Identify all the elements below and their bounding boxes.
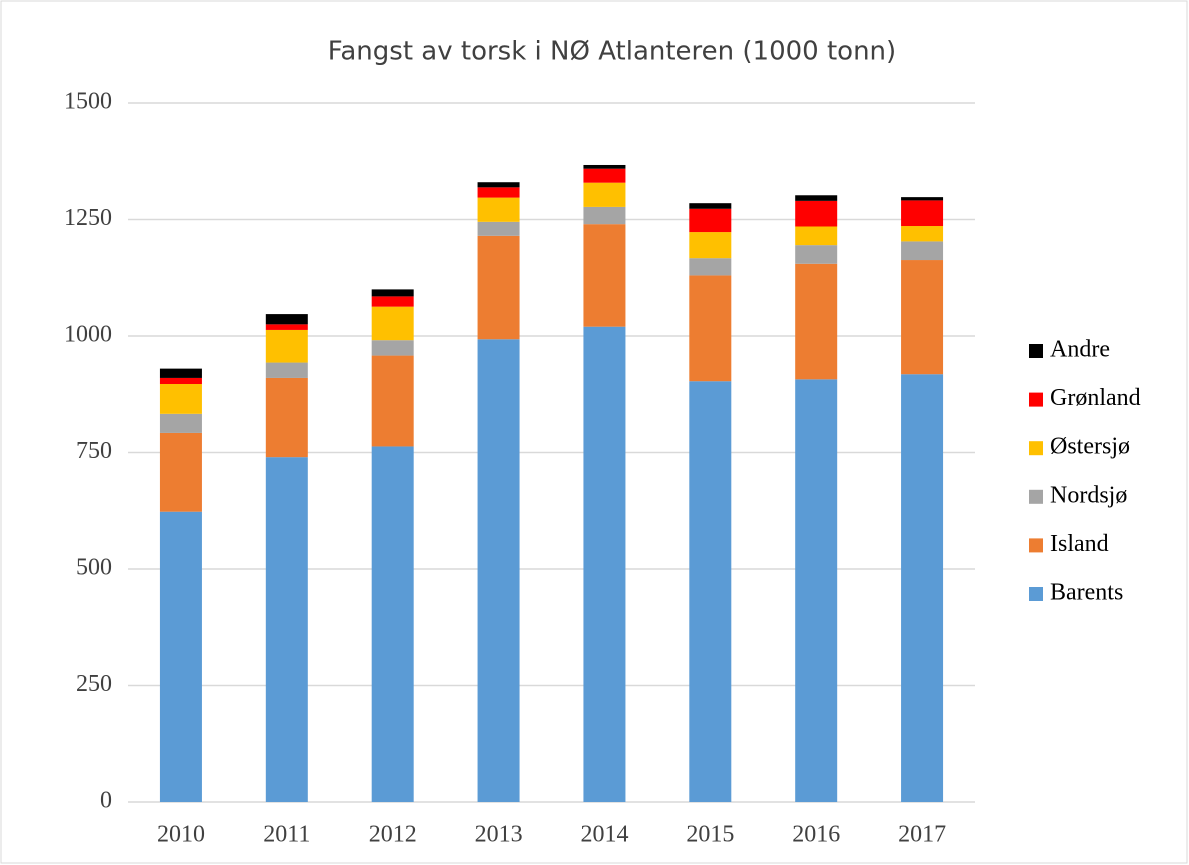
bar-segment xyxy=(901,200,944,227)
bar-segment xyxy=(689,275,732,382)
bar-segment xyxy=(689,258,732,276)
bar-segment xyxy=(689,208,732,233)
x-tick-label: 2014 xyxy=(580,822,628,848)
x-tick-label: 2010 xyxy=(157,822,205,848)
bar-segment xyxy=(477,197,520,222)
bar-segment xyxy=(265,362,308,378)
bar-segment xyxy=(689,232,732,259)
bar-segment xyxy=(795,226,838,246)
legend-label: Andre xyxy=(1050,337,1110,363)
bar-segment xyxy=(371,289,414,297)
bar-segment xyxy=(901,241,944,261)
bar-segment xyxy=(371,340,414,356)
legend-label: Østersjø xyxy=(1050,434,1130,460)
x-tick-label: 2015 xyxy=(686,822,734,848)
bar-segment xyxy=(901,226,944,242)
bar-segment xyxy=(477,187,520,198)
x-tick-label: 2011 xyxy=(263,822,310,848)
bar-segment xyxy=(265,457,308,802)
bar-segment xyxy=(477,221,520,236)
legend-swatch xyxy=(1029,392,1043,407)
bar-segment xyxy=(371,306,414,341)
legend-swatch xyxy=(1029,344,1043,358)
legend-label: Nordsjø xyxy=(1050,482,1127,508)
legend-swatch xyxy=(1029,441,1043,456)
legend-swatch xyxy=(1029,538,1043,553)
x-tick-label: 2013 xyxy=(475,822,523,848)
bar-segment xyxy=(159,383,202,414)
bar-segment xyxy=(265,324,308,330)
bar-segment xyxy=(583,182,626,207)
bar-segment xyxy=(477,182,520,188)
y-tick-label: 750 xyxy=(76,438,112,464)
bar-segment xyxy=(583,224,626,327)
bar-segment xyxy=(265,329,308,363)
bar-segment xyxy=(265,377,308,458)
x-tick-label: 2017 xyxy=(898,822,946,848)
bar-segment xyxy=(795,195,838,201)
legend-swatch xyxy=(1029,587,1043,601)
bar-segment xyxy=(689,381,732,802)
chart-title: Fangst av torsk i NØ Atlanteren (1000 to… xyxy=(328,37,896,67)
y-tick-label: 1000 xyxy=(64,322,112,348)
legend-label: Grønland xyxy=(1050,385,1141,411)
bar-segment xyxy=(901,197,944,201)
bar-segment xyxy=(159,413,202,433)
y-tick-label: 1250 xyxy=(64,205,112,231)
bar-segment xyxy=(159,432,202,512)
bar-segment xyxy=(583,168,626,183)
bar-segment xyxy=(795,263,838,380)
bar-segment xyxy=(159,368,202,378)
y-tick-label: 250 xyxy=(76,671,112,697)
bar-segment xyxy=(795,245,838,264)
bar-segment xyxy=(583,206,626,225)
y-tick-label: 0 xyxy=(100,788,112,814)
bar-segment xyxy=(371,446,414,802)
bar-segment xyxy=(159,511,202,802)
bar-segment xyxy=(477,339,520,802)
bar-segment xyxy=(583,326,626,802)
bar-segment xyxy=(477,235,520,340)
y-tick-label: 500 xyxy=(76,555,112,581)
bar-segment xyxy=(159,377,202,384)
bar-segment xyxy=(901,260,944,375)
bar-segment xyxy=(371,296,414,307)
bar-segment xyxy=(583,164,626,169)
bar-segment xyxy=(795,379,838,802)
legend-label: Island xyxy=(1050,531,1109,557)
bar-segment xyxy=(371,355,414,447)
y-tick-label: 1500 xyxy=(64,89,112,115)
x-tick-label: 2012 xyxy=(369,822,417,848)
bar-segment xyxy=(265,314,308,325)
legend-swatch xyxy=(1029,489,1043,504)
bar-segment xyxy=(901,374,944,802)
bar-segment xyxy=(795,200,838,227)
x-tick-label: 2016 xyxy=(792,822,840,848)
bar-segment xyxy=(689,203,732,209)
legend-label: Barents xyxy=(1050,580,1123,606)
